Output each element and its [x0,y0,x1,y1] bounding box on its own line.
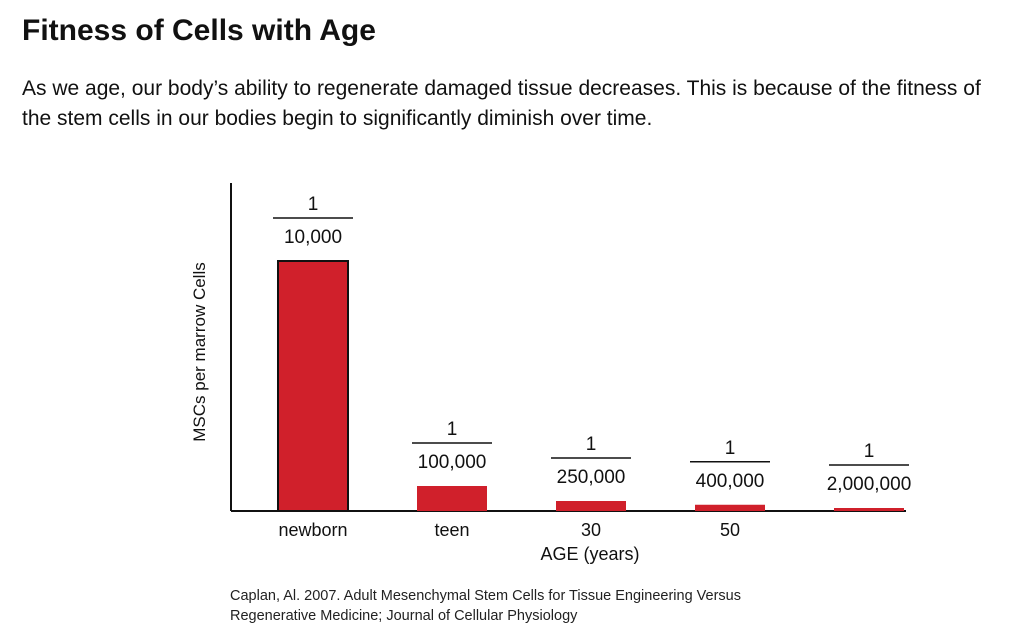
bar-newborn [277,260,349,512]
bar-label-denominator: 400,000 [696,471,765,492]
bar-last [834,508,904,511]
intro-paragraph: As we age, our body’s ability to regener… [22,77,981,130]
x-tick-label: 50 [720,520,740,540]
x-tick-label: teen [434,520,469,540]
bar-label-denominator: 250,000 [557,467,626,488]
citation-line-1: Caplan, Al. 2007. Adult Mesenchymal Stem… [230,588,741,604]
bar-label-numerator: 1 [586,434,597,455]
bar-label-denominator: 2,000,000 [827,474,912,495]
page-title: Fitness of Cells with Age [22,14,376,47]
bar-label-numerator: 1 [725,438,736,459]
bar-30 [556,501,626,511]
x-axis-label: AGE (years) [540,544,639,564]
x-tick-label: newborn [278,520,347,540]
bar-chart: MSCs per marrow Cells AGE (years) 1 10,00… [190,183,911,564]
bar-label-denominator: 100,000 [418,452,487,473]
bar-label-numerator: 1 [447,419,458,440]
citation: Caplan, Al. 2007. Adult Mesenchymal Stem… [230,586,741,626]
bar-teen [417,486,487,511]
bar-50 [695,504,765,511]
bar-label-denominator: 10,000 [284,227,342,248]
x-tick-label: 30 [581,520,601,540]
bars-group: 1 10,000 newborn 1 100,000 teen 1 250,000 30 1 400… [273,194,911,540]
y-axis-label: MSCs per marrow Cells [190,262,209,441]
bar-label-numerator: 1 [308,194,319,215]
bar-label-numerator: 1 [864,441,875,462]
citation-line-2: Regenerative Medicine; Journal of Cellul… [230,608,578,624]
